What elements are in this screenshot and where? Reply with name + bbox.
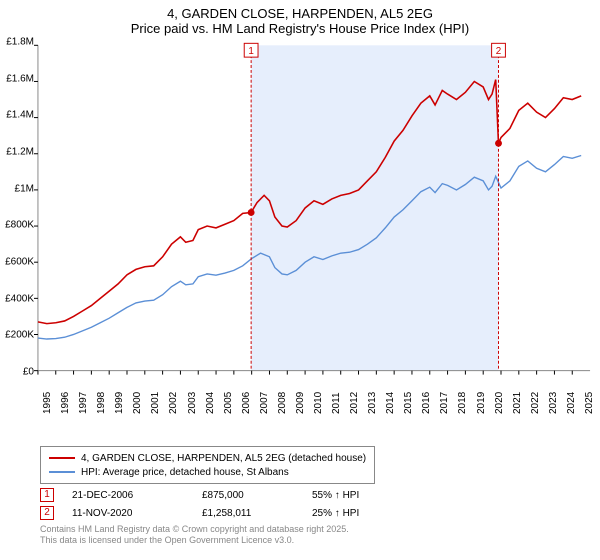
y-axis-label: £1.4M xyxy=(6,110,34,121)
x-axis-label: 2021 xyxy=(512,392,523,414)
svg-text:1: 1 xyxy=(248,46,253,57)
x-axis-label: 2010 xyxy=(313,392,324,414)
y-axis-label: £0 xyxy=(23,367,34,378)
x-axis-label: 2001 xyxy=(150,392,161,414)
y-axis-labels: £0£200K£400K£600K£800K£1M£1.2M£1.4M£1.6M… xyxy=(0,42,36,372)
chart-svg: 12 xyxy=(34,26,594,386)
legend-label: HPI: Average price, detached house, St A… xyxy=(81,467,289,478)
x-axis-label: 2008 xyxy=(277,392,288,414)
y-axis-label: £400K xyxy=(5,293,34,304)
y-axis-label: £200K xyxy=(5,330,34,341)
marker-date: 11-NOV-2020 xyxy=(72,508,202,519)
x-axis-label: 2016 xyxy=(421,392,432,414)
x-axis-label: 2009 xyxy=(295,392,306,414)
x-axis-label: 2011 xyxy=(331,392,342,414)
x-axis-label: 2025 xyxy=(584,392,595,414)
footer-attribution: Contains HM Land Registry data © Crown c… xyxy=(40,524,349,546)
x-axis-label: 2020 xyxy=(494,392,505,414)
y-axis-label: £600K xyxy=(5,257,34,268)
x-axis-label: 2017 xyxy=(439,392,450,414)
x-axis-label: 2022 xyxy=(530,392,541,414)
y-axis-label: £1M xyxy=(15,183,34,194)
marker-date: 21-DEC-2006 xyxy=(72,490,202,501)
x-axis-label: 2014 xyxy=(385,392,396,414)
marker-row: 1 21-DEC-2006£875,00055% ↑ HPI xyxy=(40,486,412,504)
y-axis-label: £1.6M xyxy=(6,73,34,84)
x-axis-label: 2007 xyxy=(259,392,270,414)
x-axis-label: 1995 xyxy=(42,392,53,414)
sale-markers-table: 1 21-DEC-2006£875,00055% ↑ HPI 2 11-NOV-202… xyxy=(40,486,412,522)
x-axis-label: 2003 xyxy=(187,392,198,414)
legend-swatch xyxy=(49,471,75,473)
legend-item: HPI: Average price, detached house, St A… xyxy=(49,465,366,479)
legend-label: 4, GARDEN CLOSE, HARPENDEN, AL5 2EG (det… xyxy=(81,453,366,464)
marker-price: £875,000 xyxy=(202,490,312,501)
footer-line1: Contains HM Land Registry data © Crown c… xyxy=(40,524,349,535)
x-axis-label: 1999 xyxy=(114,392,125,414)
x-axis-label: 2019 xyxy=(476,392,487,414)
x-axis-label: 2024 xyxy=(566,392,577,414)
footer-line2: This data is licensed under the Open Gov… xyxy=(40,535,349,546)
x-axis-label: 2012 xyxy=(349,392,360,414)
x-axis-label: 2013 xyxy=(367,392,378,414)
chart-container: 4, GARDEN CLOSE, HARPENDEN, AL5 2EG Pric… xyxy=(0,0,600,560)
x-axis-label: 2000 xyxy=(132,392,143,414)
x-axis-labels: 1995199619971998199920002001200220032004… xyxy=(38,380,598,410)
x-axis-label: 2018 xyxy=(457,392,468,414)
legend: 4, GARDEN CLOSE, HARPENDEN, AL5 2EG (det… xyxy=(40,446,375,484)
x-axis-label: 2004 xyxy=(205,392,216,414)
marker-number-box: 2 xyxy=(40,506,54,520)
legend-swatch xyxy=(49,457,75,459)
x-axis-label: 2006 xyxy=(241,392,252,414)
x-axis-label: 2015 xyxy=(403,392,414,414)
x-axis-label: 2005 xyxy=(223,392,234,414)
marker-price: £1,258,011 xyxy=(202,508,312,519)
title-address: 4, GARDEN CLOSE, HARPENDEN, AL5 2EG xyxy=(0,6,600,21)
x-axis-label: 1998 xyxy=(96,392,107,414)
y-axis-label: £1.2M xyxy=(6,147,34,158)
x-axis-label: 2002 xyxy=(168,392,179,414)
marker-pct: 55% ↑ HPI xyxy=(312,490,412,501)
marker-row: 2 11-NOV-2020£1,258,01125% ↑ HPI xyxy=(40,504,412,522)
y-axis-label: £800K xyxy=(5,220,34,231)
x-axis-label: 2023 xyxy=(548,392,559,414)
x-axis-label: 1996 xyxy=(60,392,71,414)
marker-pct: 25% ↑ HPI xyxy=(312,508,412,519)
y-axis-label: £1.8M xyxy=(6,37,34,48)
x-axis-label: 1997 xyxy=(78,392,89,414)
marker-number-box: 1 xyxy=(40,488,54,502)
legend-item: 4, GARDEN CLOSE, HARPENDEN, AL5 2EG (det… xyxy=(49,451,366,465)
chart-area: £0£200K£400K£600K£800K£1M£1.2M£1.4M£1.6M… xyxy=(38,42,598,402)
svg-text:2: 2 xyxy=(496,46,501,57)
